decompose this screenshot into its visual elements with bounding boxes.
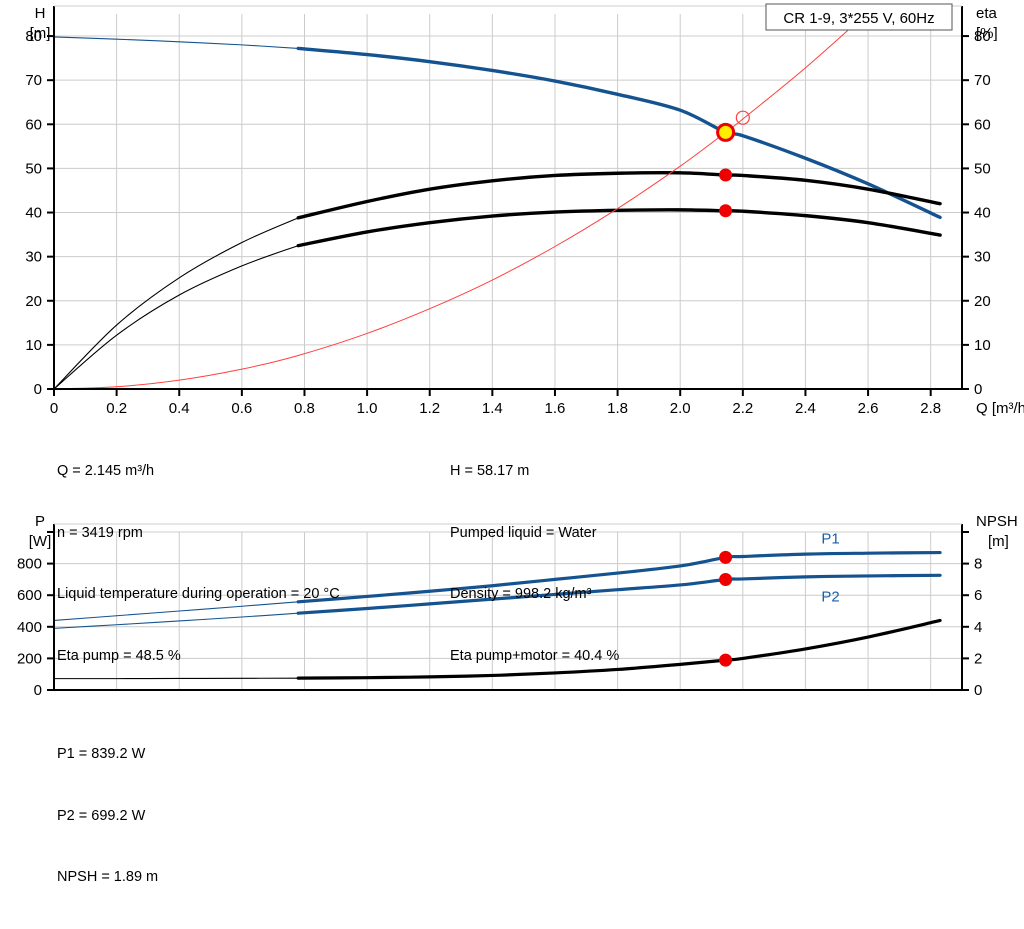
model-label-box xyxy=(765,3,953,31)
svg-text:NPSH: NPSH xyxy=(976,513,1018,530)
info-density: Density = 998.2 kg/m³ xyxy=(450,586,592,602)
operating-info-right: H = 58.17 m Pumped liquid = Water Densit… xyxy=(450,420,619,707)
svg-text:8: 8 xyxy=(974,556,982,573)
svg-text:80: 80 xyxy=(974,28,991,45)
svg-text:200: 200 xyxy=(17,650,42,667)
info-p1: P1 = 839.2 W xyxy=(57,746,146,762)
svg-text:50: 50 xyxy=(25,160,42,177)
series-label-p2: P2 xyxy=(821,589,839,606)
info-head: H = 58.17 m xyxy=(450,463,530,479)
svg-text:0.2: 0.2 xyxy=(106,400,127,417)
svg-text:P: P xyxy=(35,513,45,530)
svg-text:0: 0 xyxy=(50,400,58,417)
duty-dot-marker xyxy=(719,204,733,218)
svg-text:40: 40 xyxy=(25,205,42,222)
svg-text:2: 2 xyxy=(974,650,982,667)
series-label-p1: P1 xyxy=(821,530,839,547)
svg-text:2.0: 2.0 xyxy=(670,400,691,417)
svg-text:1.2: 1.2 xyxy=(419,400,440,417)
svg-text:80: 80 xyxy=(25,28,42,45)
svg-text:0: 0 xyxy=(974,682,982,699)
power-npsh-chart-svg: P1 P2 0 200 400 600 800 0 2 4 6 8 P [W] NPSH [m] xyxy=(17,513,1018,699)
svg-text:30: 30 xyxy=(25,249,42,266)
svg-text:0: 0 xyxy=(34,381,42,398)
info-eta-pump-motor: Eta pump+motor = 40.4 % xyxy=(450,647,620,664)
head-eta-chart: 0 10 20 30 40 50 60 70 80 0 10 20 30 40 50 60 70 80 0 0.2 0.… xyxy=(25,3,1024,417)
svg-text:20: 20 xyxy=(25,293,42,310)
svg-text:10: 10 xyxy=(974,337,991,354)
svg-text:1.6: 1.6 xyxy=(545,400,566,417)
info-eta-pump: Eta pump = 48.5 % xyxy=(57,647,181,664)
svg-text:0: 0 xyxy=(974,381,982,398)
svg-text:400: 400 xyxy=(17,619,42,636)
svg-text:H: H xyxy=(35,5,46,22)
svg-text:4: 4 xyxy=(974,619,982,636)
info-pumped-liquid: Pumped liquid = Water xyxy=(450,524,597,541)
svg-text:0.6: 0.6 xyxy=(231,400,252,417)
info-npsh: NPSH = 1.89 m xyxy=(57,869,159,885)
svg-text:50: 50 xyxy=(974,160,991,177)
duty-dot-marker xyxy=(719,550,733,564)
info-flow: Q = 2.145 m³/h xyxy=(57,463,155,479)
svg-text:70: 70 xyxy=(974,72,991,89)
power-info: P1 = 839.2 W P2 = 699.2 W NPSH = 1.89 m xyxy=(57,703,158,929)
svg-text:0.4: 0.4 xyxy=(169,400,190,417)
svg-text:[W]: [W] xyxy=(29,533,52,550)
svg-text:2.8: 2.8 xyxy=(920,400,941,417)
system-point-marker xyxy=(735,110,750,125)
duty-dot-marker xyxy=(719,653,733,667)
duty-dot-marker xyxy=(719,168,733,182)
operating-info-left: Q = 2.145 m³/h n = 3419 rpm Liquid tempe… xyxy=(57,420,340,707)
svg-text:60: 60 xyxy=(25,116,42,133)
svg-text:10: 10 xyxy=(25,337,42,354)
svg-text:2.4: 2.4 xyxy=(795,400,816,417)
svg-text:800: 800 xyxy=(17,556,42,573)
power-npsh-chart: P1 P2 0 200 400 600 800 0 2 4 6 8 P [W] NPSH [m] xyxy=(0,512,1024,781)
svg-text:2.2: 2.2 xyxy=(732,400,753,417)
svg-text:0: 0 xyxy=(34,682,42,699)
svg-text:1.8: 1.8 xyxy=(607,400,628,417)
head-eta-chart-svg: 0 10 20 30 40 50 60 70 80 0 10 20 30 40 50 60 70 80 0 0.2 0.… xyxy=(25,3,1024,417)
duty-dot-marker xyxy=(719,573,733,587)
duty-point-marker xyxy=(716,122,736,142)
svg-text:20: 20 xyxy=(974,293,991,310)
info-p2: P2 = 699.2 W xyxy=(57,807,146,824)
info-liquid-temperature: Liquid temperature during operation = 20… xyxy=(57,586,340,602)
svg-text:CR 1-9, 3*255 V, 60Hz: CR 1-9, 3*255 V, 60Hz xyxy=(783,10,934,27)
svg-text:40: 40 xyxy=(974,205,991,222)
svg-text:30: 30 xyxy=(974,249,991,266)
svg-text:60: 60 xyxy=(974,116,991,133)
svg-text:70: 70 xyxy=(25,72,42,89)
svg-text:1.4: 1.4 xyxy=(482,400,503,417)
svg-text:[m]: [m] xyxy=(988,533,1009,550)
svg-text:600: 600 xyxy=(17,587,42,604)
svg-text:[%]: [%] xyxy=(976,25,998,42)
pump-curve-page: 0 10 20 30 40 50 60 70 80 0 10 20 30 40 50 60 70 80 0 0.2 0.… xyxy=(0,3,1024,885)
svg-text:1.0: 1.0 xyxy=(357,400,378,417)
svg-text:eta: eta xyxy=(976,5,998,22)
svg-text:0.8: 0.8 xyxy=(294,400,315,417)
svg-text:6: 6 xyxy=(974,587,982,604)
svg-text:[m]: [m] xyxy=(30,25,51,42)
info-speed: n = 3419 rpm xyxy=(57,524,143,541)
svg-text:Q [m³/h]: Q [m³/h] xyxy=(976,400,1024,417)
svg-text:2.6: 2.6 xyxy=(858,400,879,417)
